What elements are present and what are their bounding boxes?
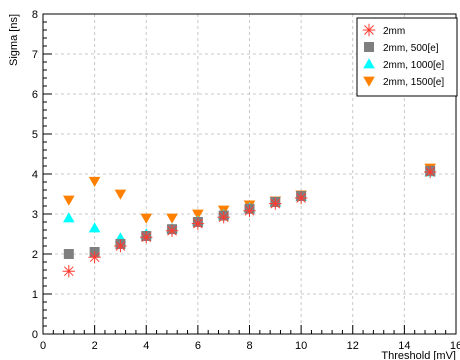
data-point <box>88 251 101 264</box>
legend-box <box>356 17 458 97</box>
legend-marker <box>363 76 375 87</box>
data-point <box>423 165 437 179</box>
y-tick-label: 7 <box>32 49 38 61</box>
y-tick-label: 8 <box>32 9 38 21</box>
x-axis-label: Threshold [mV] <box>381 350 456 360</box>
legend-label: 2mm, 1000[e] <box>383 60 444 71</box>
legend-marker <box>364 42 374 52</box>
data-points <box>62 163 437 278</box>
y-tick-label: 4 <box>32 169 38 181</box>
data-point <box>88 222 101 233</box>
data-point <box>88 176 101 187</box>
data-point <box>62 265 76 278</box>
y-tick-label: 3 <box>32 209 38 221</box>
legend-marker <box>363 58 375 69</box>
axis-ticks <box>42 13 457 335</box>
legend-label: 2mm, 1500[e] <box>383 77 444 88</box>
x-tick-label: 10 <box>295 340 307 352</box>
y-tick-label: 0 <box>32 329 38 341</box>
data-point <box>63 212 75 223</box>
data-point <box>192 209 204 220</box>
series-1 <box>62 165 437 278</box>
data-point <box>140 213 153 224</box>
legend-marker <box>362 23 376 37</box>
y-tick-labels: 0 1 2 3 4 5 6 7 8 <box>32 9 38 341</box>
y-axis-label: Sigma [ns] <box>8 14 20 66</box>
legend-label: 2mm <box>383 26 405 37</box>
data-point <box>165 224 179 237</box>
x-tick-label: 2 <box>92 340 98 352</box>
data-point <box>63 249 74 259</box>
legend: 2mm 2mm, 500[e] 2mm, 1000[e] 2mm, 1500[e] <box>356 17 458 97</box>
x-tick-label: 6 <box>195 340 201 352</box>
x-tick-label: 4 <box>143 340 149 352</box>
x-tick-labels: 0 2 4 6 8 10 12 14 16 <box>40 340 460 352</box>
data-point <box>217 211 230 224</box>
x-tick-label: 12 <box>347 340 359 352</box>
data-point <box>63 195 75 206</box>
y-tick-label: 6 <box>32 89 38 101</box>
data-point <box>243 204 256 217</box>
data-point <box>269 197 282 210</box>
grid-lines <box>43 14 456 334</box>
x-tick-label: 0 <box>40 340 46 352</box>
x-tick-label: 8 <box>246 340 252 352</box>
x-tick-label: 14 <box>398 340 410 352</box>
data-point <box>166 213 178 224</box>
y-tick-label: 1 <box>32 289 38 301</box>
x-tick-label: 16 <box>450 340 460 352</box>
data-point <box>294 191 308 205</box>
legend-label: 2mm, 500[e] <box>383 43 439 54</box>
data-point <box>114 189 127 200</box>
data-point <box>191 217 205 230</box>
y-tick-label: 2 <box>32 249 38 261</box>
data-point <box>114 239 127 253</box>
data-point <box>140 231 153 244</box>
y-tick-label: 5 <box>32 129 38 141</box>
